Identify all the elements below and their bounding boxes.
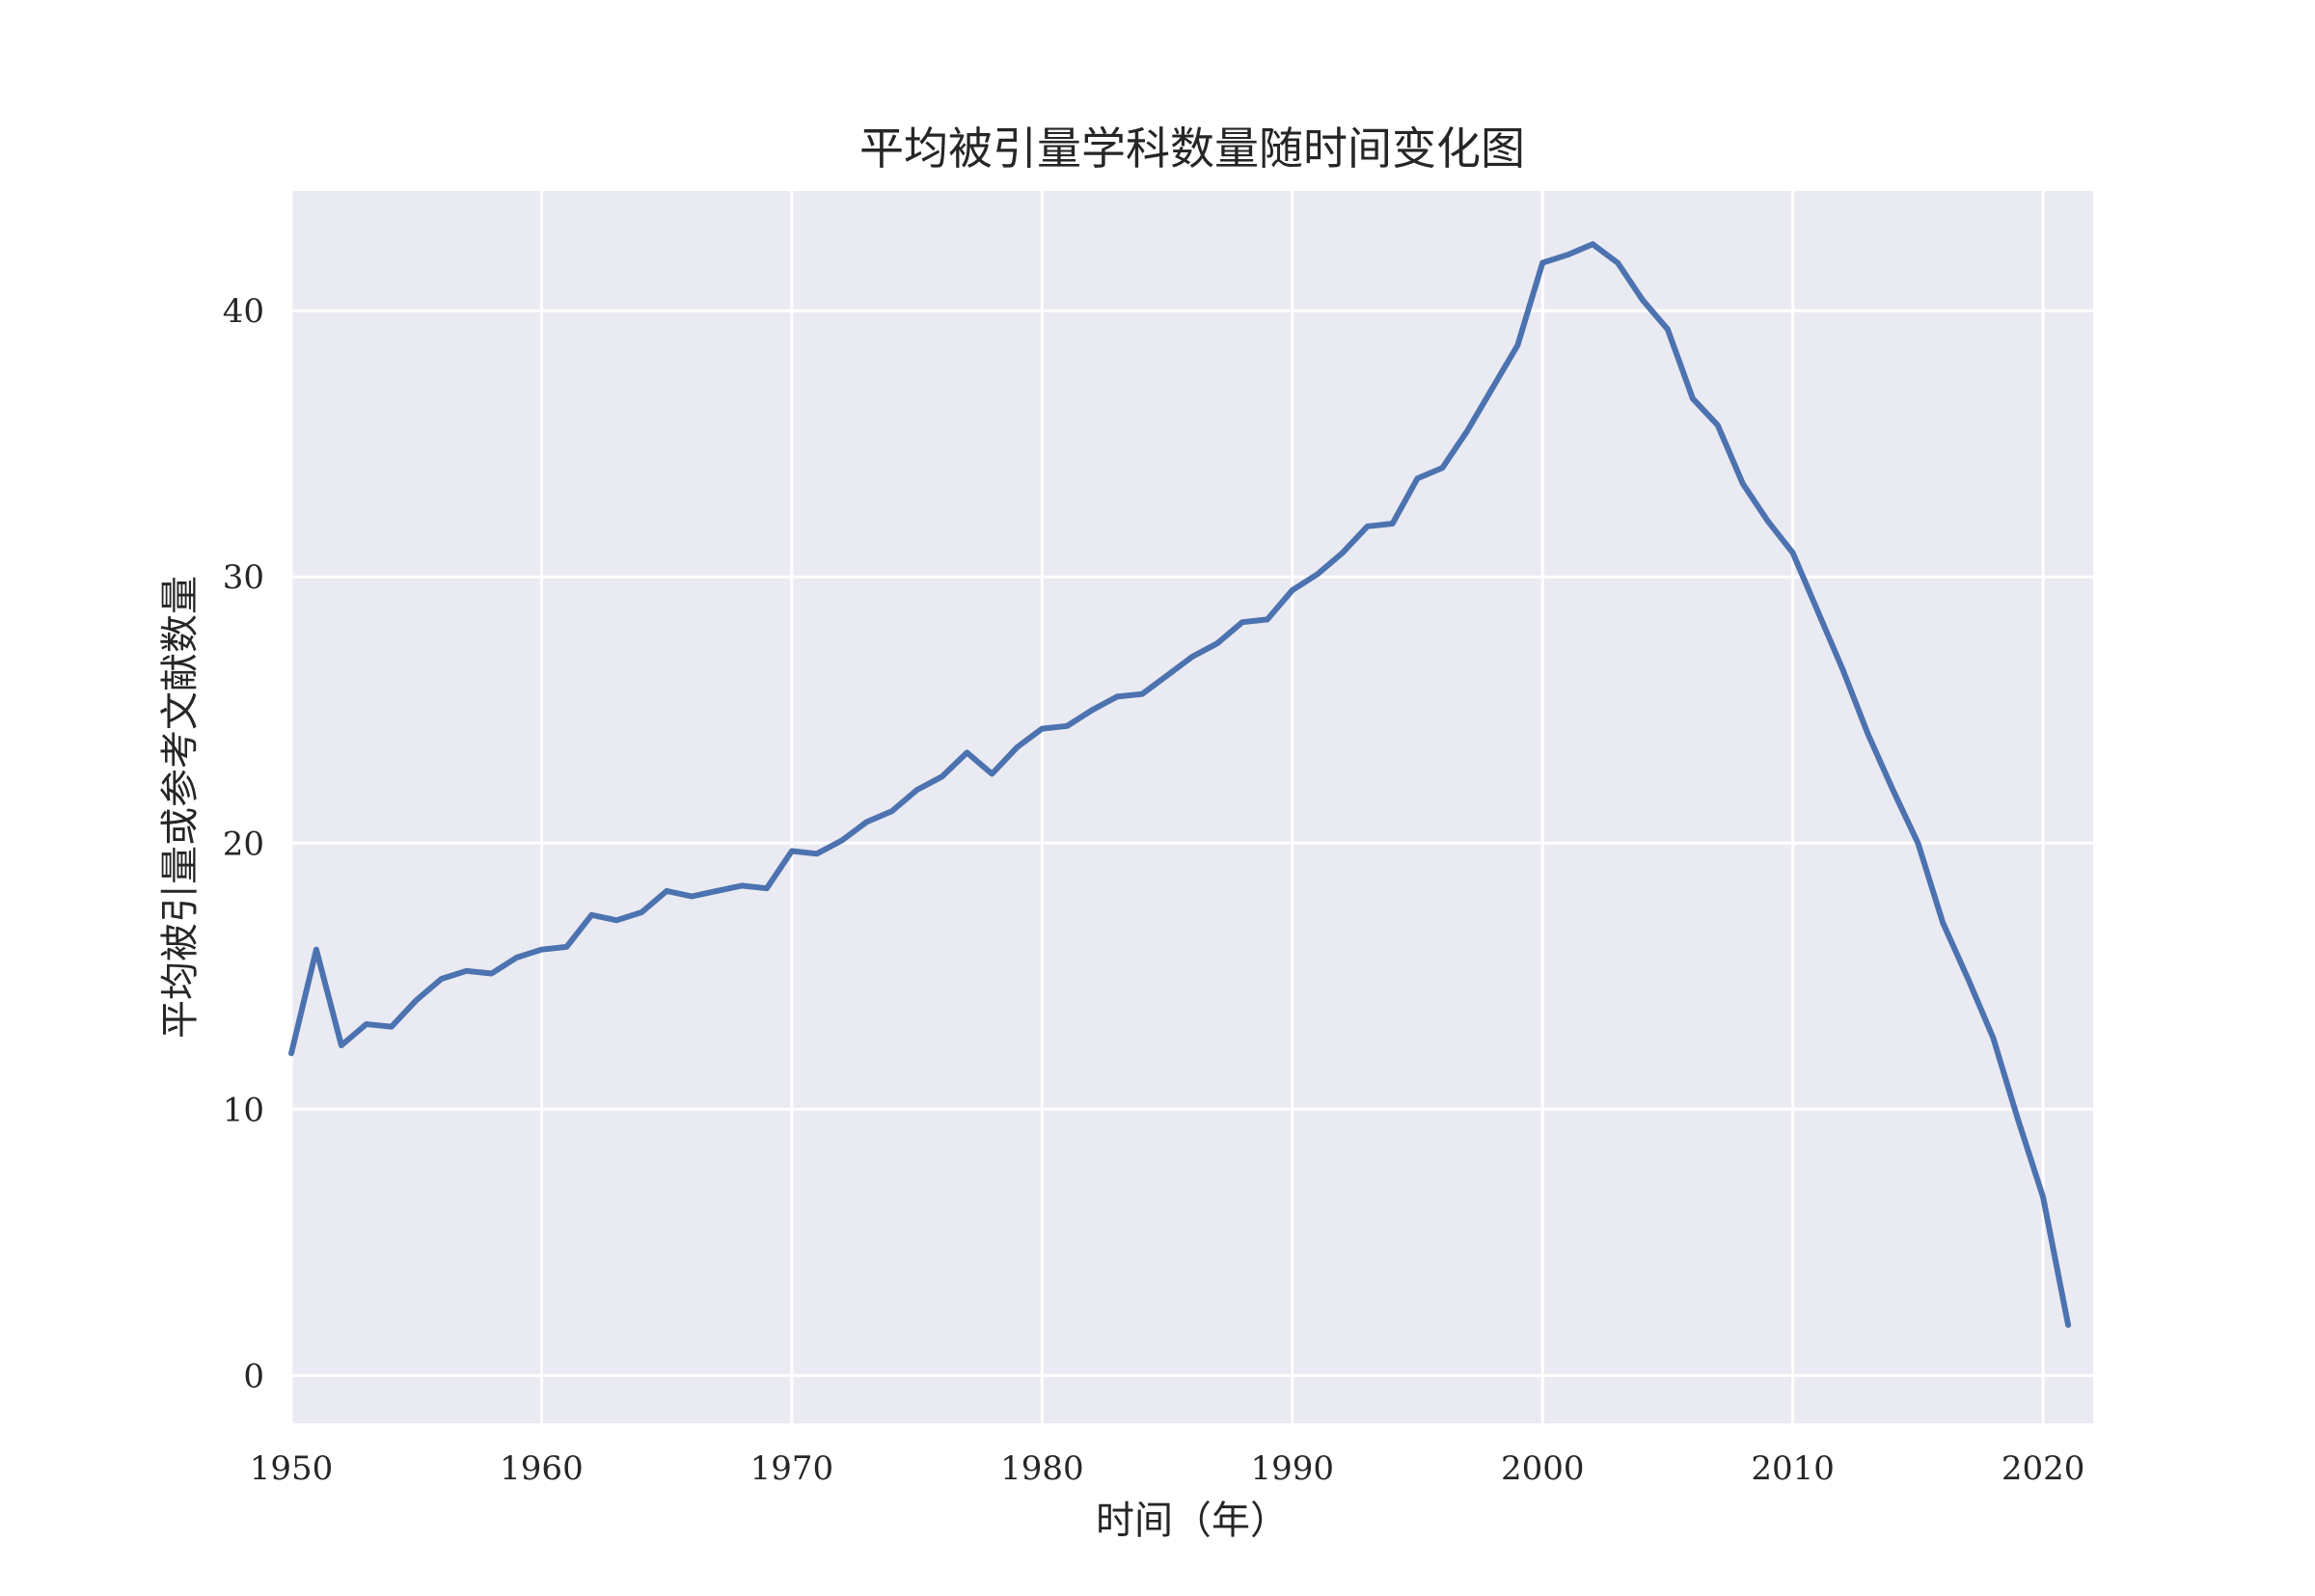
series-layer xyxy=(288,241,2072,1328)
x-tick-label: 1950 xyxy=(250,1449,334,1488)
x-tick-label: 1970 xyxy=(750,1449,834,1488)
x-tick-label: 1990 xyxy=(1251,1449,1335,1488)
y-axis-title: 平均被引量或参考文献数量 xyxy=(158,576,203,1039)
y-tick-labels: 0 10 20 30 40 xyxy=(223,292,264,1395)
x-tick-label: 2000 xyxy=(1501,1449,1585,1488)
plot-area xyxy=(291,191,2093,1423)
series-line xyxy=(288,241,2072,1328)
chart-title: 平均被引量学科数量随时间变化图 xyxy=(859,122,1525,175)
y-tick-label: 10 xyxy=(223,1091,264,1129)
grid-lines xyxy=(289,191,2093,1423)
x-tick-label: 2010 xyxy=(1751,1449,1835,1488)
x-axis-title: 时间（年） xyxy=(1096,1499,1289,1543)
x-tick-labels: 1950 1960 1970 1980 1990 2000 2010 2020 xyxy=(250,1449,2085,1488)
x-tick-label: 1980 xyxy=(1000,1449,1084,1488)
y-tick-label: 20 xyxy=(223,825,264,863)
x-tick-label: 2020 xyxy=(2002,1449,2085,1488)
y-tick-label: 40 xyxy=(223,292,264,331)
y-tick-label: 0 xyxy=(243,1357,264,1395)
x-tick-label: 1960 xyxy=(500,1449,584,1488)
y-tick-label: 30 xyxy=(223,558,264,597)
